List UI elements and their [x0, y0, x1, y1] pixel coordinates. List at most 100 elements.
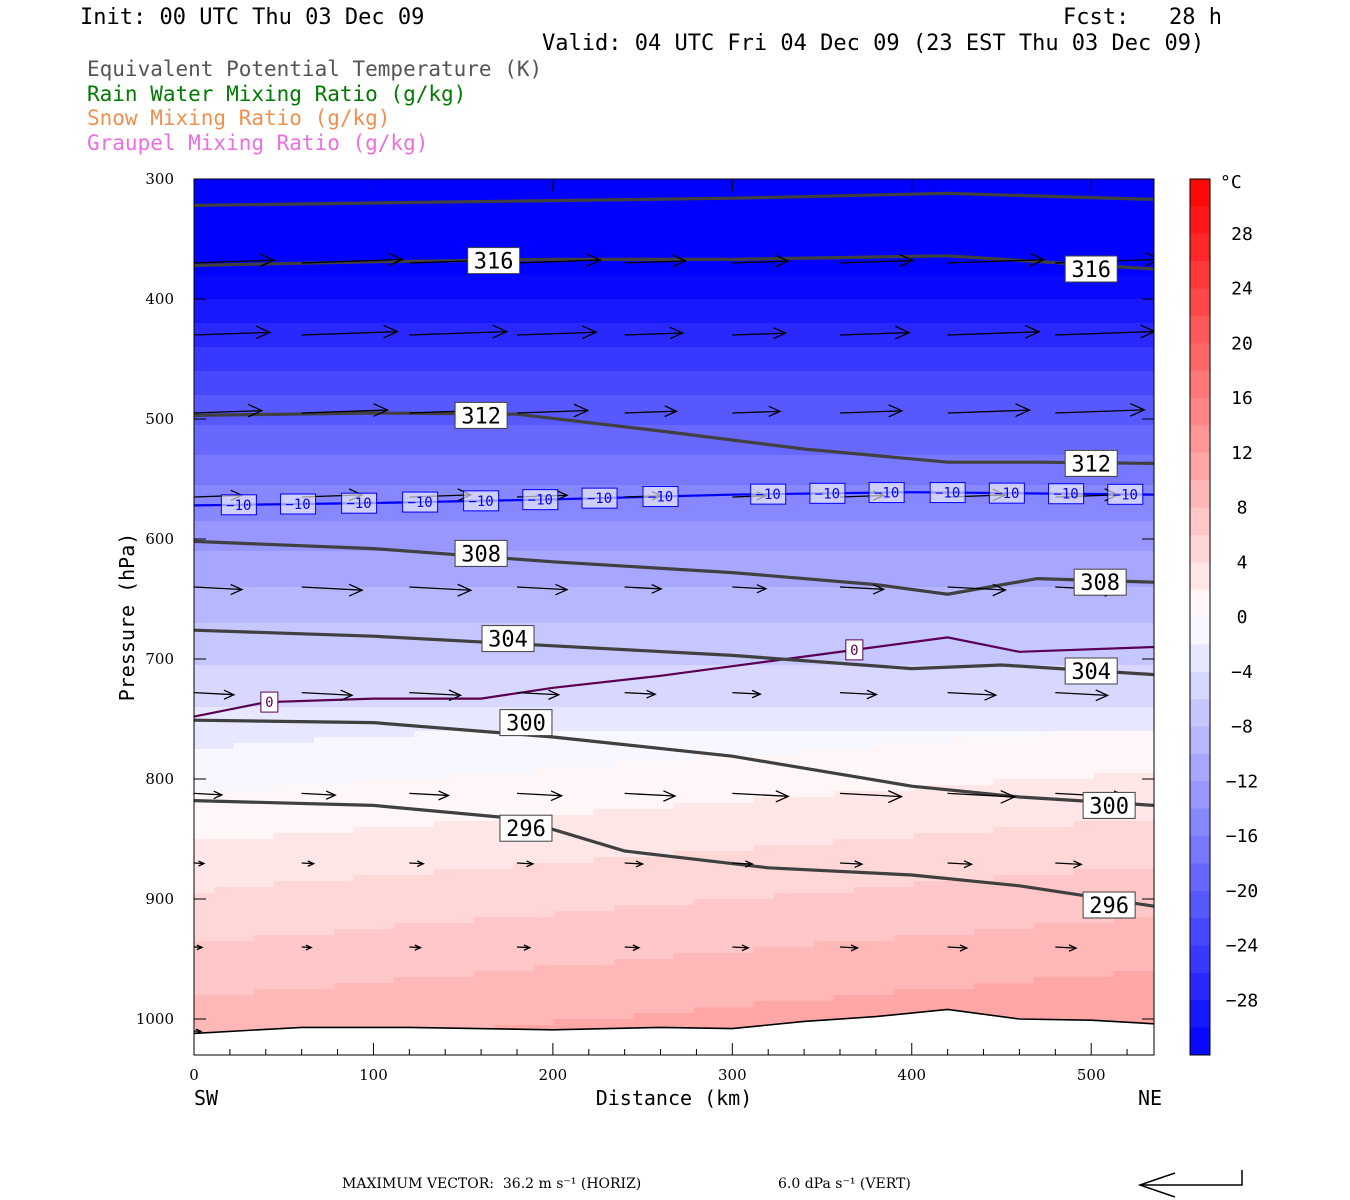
temperature-cell [734, 641, 755, 648]
temperature-cell [514, 401, 535, 408]
temperature-cell [294, 917, 315, 924]
temperature-cell [774, 473, 795, 480]
temperature-cell [514, 533, 535, 540]
temperature-cell [414, 851, 435, 858]
temperature-cell [694, 671, 715, 678]
temperature-cell [694, 899, 715, 906]
temperature-cell [214, 365, 235, 372]
temperature-cell [814, 401, 835, 408]
temperature-cell [214, 929, 235, 936]
temperature-cell [194, 179, 215, 186]
temperature-cell [334, 377, 355, 384]
temperature-cell [454, 983, 475, 990]
temperature-cell [854, 299, 875, 306]
temperature-cell [554, 647, 575, 654]
temperature-cell [414, 797, 435, 804]
temperature-cell [714, 701, 735, 708]
temperature-cell [794, 869, 815, 876]
temperature-cell [774, 929, 795, 936]
temperature-cell [194, 209, 215, 216]
temperature-cell [534, 635, 555, 642]
temperature-cell [354, 467, 375, 474]
temperature-cell [834, 293, 855, 300]
temperature-cell [394, 569, 415, 576]
temperature-cell [754, 935, 775, 942]
temperature-cell [874, 239, 895, 246]
temperature-cell [834, 1007, 855, 1014]
temperature-cell [514, 353, 535, 360]
temperature-cell [494, 611, 515, 618]
temperature-cell [314, 521, 335, 528]
temperature-cell [854, 287, 875, 294]
temperature-cell [834, 749, 855, 756]
temperature-cell [594, 215, 615, 222]
temperature-cell [214, 665, 235, 672]
temperature-cell [474, 239, 495, 246]
temperature-cell [494, 485, 515, 492]
temperature-cell [534, 671, 555, 678]
temperature-cell [794, 791, 815, 798]
temperature-cell [614, 713, 635, 720]
temperature-cell [414, 893, 435, 900]
temperature-cell [414, 779, 435, 786]
temperature-cell [694, 593, 715, 600]
temperature-cell [454, 599, 475, 606]
temperature-cell [334, 617, 355, 624]
temperature-cell [334, 359, 355, 366]
temperature-cell [674, 605, 695, 612]
temperature-cell [394, 305, 415, 312]
temperature-cell [354, 335, 375, 342]
temperature-cell [814, 731, 835, 738]
temperature-cell [454, 1013, 475, 1020]
temperature-cell [574, 989, 595, 996]
temperature-cell [314, 281, 335, 288]
temperature-cell [734, 779, 755, 786]
temperature-cell [774, 713, 795, 720]
temperature-cell [574, 233, 595, 240]
temperature-cell [354, 833, 375, 840]
temperature-cell [254, 191, 275, 198]
temperature-cell [514, 941, 535, 948]
temperature-cell [594, 437, 615, 444]
temperature-cell [314, 935, 335, 942]
temperature-cell [714, 953, 735, 960]
temperature-cell [294, 359, 315, 366]
temperature-cell [294, 341, 315, 348]
temperature-cell [674, 839, 695, 846]
temperature-cell [574, 401, 595, 408]
temperature-cell [574, 695, 595, 702]
temperature-cell [274, 647, 295, 654]
temperature-cell [834, 179, 855, 186]
temperature-cell [854, 653, 875, 660]
temperature-cell [474, 569, 495, 576]
temperature-cell [334, 239, 355, 246]
temperature-cell [814, 785, 835, 792]
temperature-cell [414, 959, 435, 966]
temperature-cell [214, 233, 235, 240]
temperature-cell [714, 863, 735, 870]
temperature-cell [794, 941, 815, 948]
temperature-cell [334, 725, 355, 732]
temperature-cell [234, 983, 255, 990]
temperature-cell [454, 737, 475, 744]
temperature-cell [414, 677, 435, 684]
temperature-cell [194, 1019, 215, 1026]
temperature-cell [314, 623, 335, 630]
temperature-cell [694, 575, 715, 582]
temperature-cell [614, 617, 635, 624]
temperature-cell [334, 659, 355, 666]
temperature-cell [714, 305, 735, 312]
temperature-cell [734, 851, 755, 858]
temperature-cell [334, 443, 355, 450]
temperature-cell [734, 713, 755, 720]
temperature-cell [674, 647, 695, 654]
temperature-cell [634, 377, 655, 384]
temperature-cell [534, 629, 555, 636]
temperature-cell [574, 287, 595, 294]
temperature-cell [774, 263, 795, 270]
temperature-cell [374, 647, 395, 654]
temperature-cell [614, 539, 635, 546]
temperature-cell [834, 521, 855, 528]
temperature-cell [674, 785, 695, 792]
temperature-cell [794, 893, 815, 900]
